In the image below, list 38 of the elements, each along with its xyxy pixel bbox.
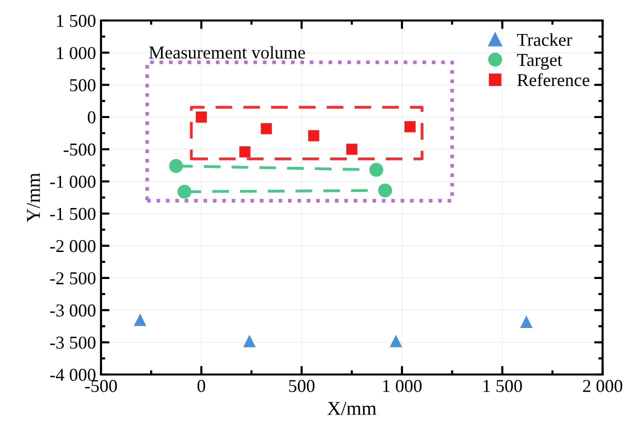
legend-label: Target [517, 54, 562, 70]
annotation: Measurement volume [149, 46, 305, 59]
y-tick-label: -4 000 [50, 368, 96, 381]
y-tick-label: -3 000 [50, 304, 96, 317]
point [520, 315, 533, 328]
legend-label: Reference [517, 73, 590, 86]
point [134, 314, 146, 326]
point [308, 130, 320, 142]
y-tick-label: -2 500 [50, 272, 96, 284]
legend-label: Tracker [517, 33, 572, 46]
y-tick-label: 500 [70, 79, 96, 92]
point [239, 146, 250, 158]
point [169, 159, 183, 173]
point [346, 144, 358, 155]
point [243, 334, 256, 348]
y-tick-label: 1 500 [57, 14, 96, 27]
x-tick-label: 2 000 [583, 380, 622, 392]
x-tick-label: -500 [85, 380, 117, 392]
y-tick-label: -3 500 [50, 336, 96, 349]
x-tick-label: 1 000 [383, 380, 422, 392]
point [369, 162, 384, 177]
y-axis-title: Y/mm [26, 172, 40, 222]
y-tick-label: 0 [88, 111, 96, 124]
point [178, 184, 192, 199]
x-tick-label: 1 500 [484, 380, 522, 392]
y-tick-label: -2 000 [50, 240, 96, 252]
point [404, 121, 416, 132]
x-tick-label: 500 [289, 380, 314, 392]
y-tick-label: -1 000 [50, 176, 96, 188]
x-tick-label: 0 [197, 380, 206, 392]
point [196, 111, 207, 123]
y-tick-label: 1 000 [57, 46, 96, 60]
y-tick-label: -1 500 [50, 208, 96, 220]
point [260, 123, 272, 134]
point [390, 334, 402, 348]
point [378, 183, 392, 198]
x-axis-title: X/mm [327, 402, 376, 415]
y-tick-label: -500 [64, 143, 96, 156]
